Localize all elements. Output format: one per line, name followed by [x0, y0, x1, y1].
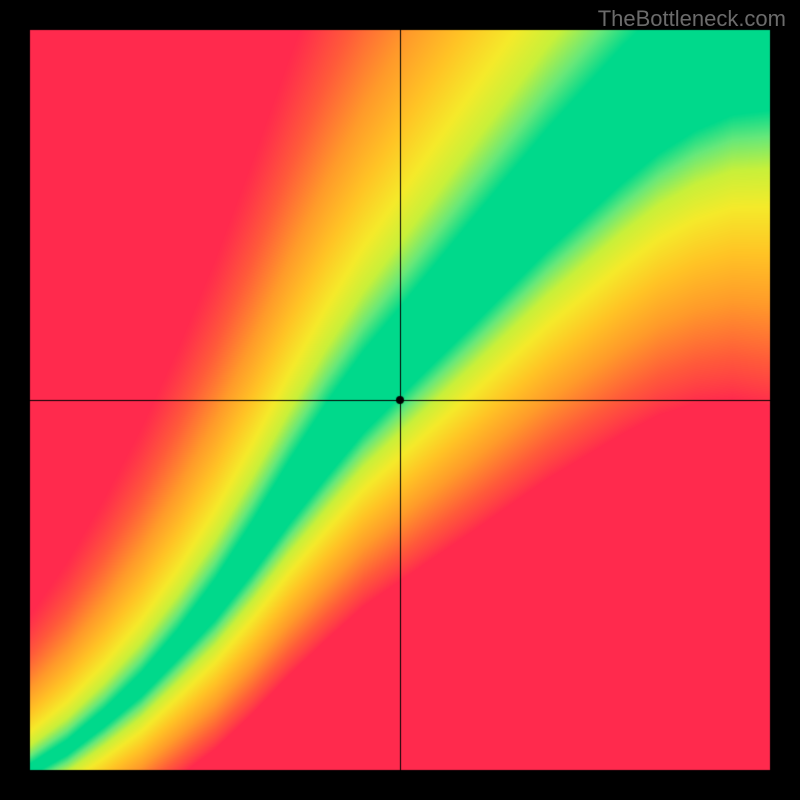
heatmap-canvas: [0, 0, 800, 800]
watermark-text: TheBottleneck.com: [598, 6, 786, 32]
chart-container: TheBottleneck.com: [0, 0, 800, 800]
